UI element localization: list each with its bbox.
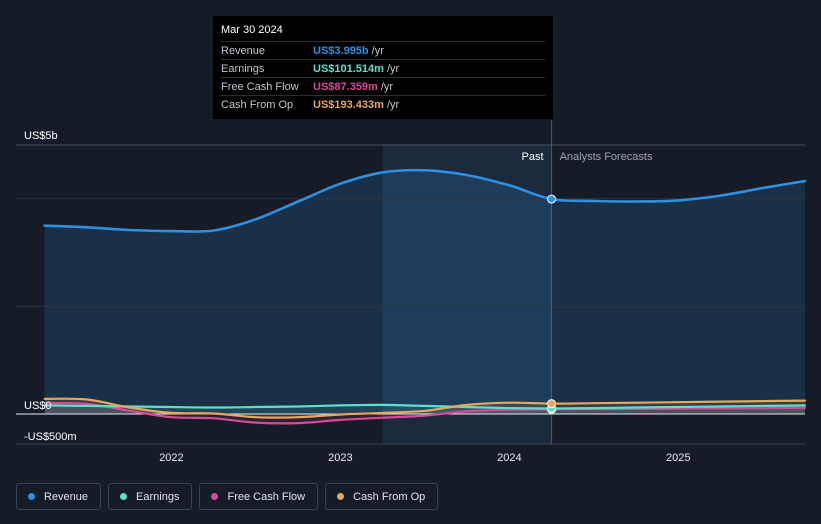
chart-legend: Revenue Earnings Free Cash Flow Cash Fro… [16,483,439,510]
data-tooltip: Mar 30 2024 Revenue US$3.995b /yr Earnin… [213,16,553,119]
cash-from-op-marker [547,399,557,409]
tooltip-value: US$3.995b [313,44,369,57]
tooltip-label: Free Cash Flow [221,80,299,93]
tooltip-row-free-cash-flow: Free Cash Flow US$87.359m /yr [221,77,545,95]
tooltip-value: US$87.359m [313,80,378,93]
legend-label: Cash From Op [353,490,426,503]
tooltip-row-revenue: Revenue US$3.995b /yr [221,41,545,59]
legend-label: Free Cash Flow [227,490,306,503]
forecast-label: Analysts Forecasts [560,151,653,163]
legend-dot-icon [211,493,219,500]
y-axis-label-top: US$5b [24,130,58,142]
y-axis-label-bottom: -US$500m [24,431,77,443]
legend-item-free-cash-flow[interactable]: Free Cash Flow [199,483,319,510]
past-highlight-band [382,145,552,444]
x-tick-label: 2022 [159,452,183,464]
legend-label: Earnings [136,490,180,503]
free-cash-flow-line [43,401,807,425]
free-cash-flow-area [44,403,805,424]
legend-dot-icon [120,493,128,500]
tooltip-value: US$101.514m [313,62,384,75]
tooltip-unit: /yr [380,80,394,93]
earnings-area [44,404,805,414]
x-tick-label: 2023 [328,452,352,464]
earnings-line [43,403,807,410]
tooltip-label: Revenue [221,44,266,57]
tooltip-unit: /yr [386,98,400,111]
cash-from-op-line [43,397,807,419]
tooltip-date: Mar 30 2024 [221,24,283,36]
tooltip-label: Cash From Op [221,98,294,111]
x-tick-label: 2025 [666,452,690,464]
y-axis-label-zero: US$0 [24,400,52,412]
tooltip-value: US$193.433m [313,98,384,111]
x-tick-label: 2024 [497,452,521,464]
legend-item-earnings[interactable]: Earnings [108,483,193,510]
tooltip-row-earnings: Earnings US$101.514m /yr [221,59,545,77]
revenue-marker [547,194,557,204]
tooltip-row-cash-from-op: Cash From Op US$193.433m /yr [221,95,545,113]
legend-item-cash-from-op[interactable]: Cash From Op [325,483,439,510]
tooltip-unit: /yr [386,62,400,75]
legend-label: Revenue [44,490,89,503]
past-label: Past [522,151,544,163]
legend-dot-icon [337,493,345,500]
revenue-area [44,170,805,414]
tooltip-label: Earnings [221,62,265,75]
revenue-line [43,168,807,233]
tooltip-unit: /yr [371,44,384,57]
legend-dot-icon [28,493,35,500]
legend-item-revenue[interactable]: Revenue [16,483,102,510]
